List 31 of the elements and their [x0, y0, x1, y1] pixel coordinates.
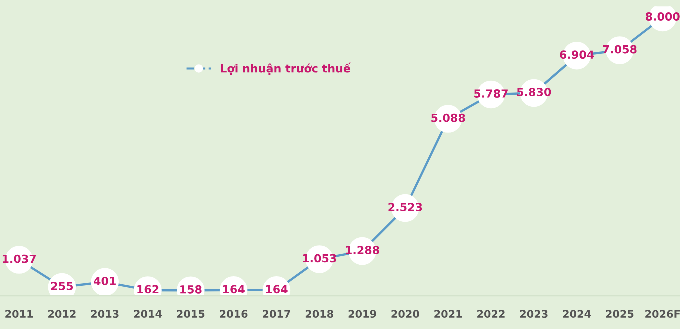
data-label: 8.000 [646, 12, 680, 21]
data-label: 2.523 [388, 203, 422, 212]
data-label: 5.830 [517, 88, 552, 96]
x-tick-label: 2019 [348, 310, 376, 318]
x-tick-label: 2021 [434, 310, 462, 318]
x-tick-label: 2022 [478, 310, 505, 318]
data-label: 5.787 [474, 90, 508, 98]
legend-label: Lợi nhuận trước thuế [221, 62, 352, 75]
x-tick-label: 2018 [306, 310, 334, 318]
x-tick-label: 2017 [263, 310, 290, 318]
data-label: 1.037 [2, 254, 36, 264]
x-tick-label: 2023 [520, 310, 548, 318]
x-tick-label: 2014 [134, 310, 162, 318]
x-tick-label: 2026F [646, 310, 680, 318]
x-tick-label: 2024 [563, 310, 592, 318]
data-label: 158 [180, 285, 202, 294]
x-tick-label: 2020 [392, 310, 420, 318]
data-label: 1.053 [303, 254, 336, 263]
x-tick-label: 2013 [91, 310, 119, 318]
data-label: 1.288 [346, 246, 380, 255]
data-label: 6.904 [560, 50, 594, 60]
data-label: 7.058 [603, 45, 637, 54]
x-tick-label: 2012 [48, 310, 76, 318]
data-label: 401 [94, 276, 116, 286]
data-label: 162 [138, 285, 159, 294]
x-tick-label: 2015 [177, 310, 205, 318]
x-tick-label: 2011 [6, 310, 34, 318]
data-label: 5.088 [432, 114, 466, 122]
data-label: 255 [51, 282, 74, 290]
x-tick-label: 2025 [606, 310, 634, 318]
x-tick-label: 2016 [220, 310, 248, 318]
